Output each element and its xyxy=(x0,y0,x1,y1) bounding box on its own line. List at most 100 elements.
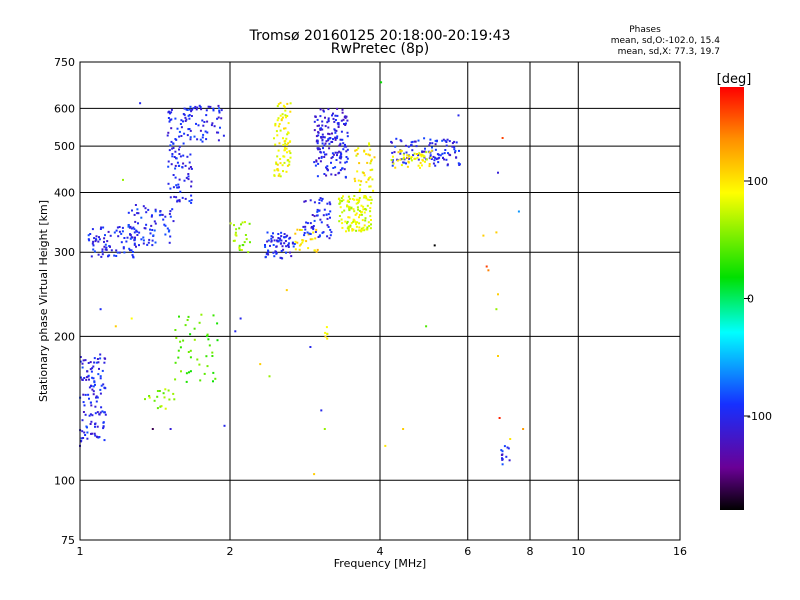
data-point xyxy=(187,114,190,117)
data-point xyxy=(318,235,321,238)
data-point xyxy=(79,360,82,363)
data-point xyxy=(315,135,318,138)
data-point xyxy=(116,251,119,254)
data-point xyxy=(334,129,337,132)
data-point xyxy=(79,356,82,358)
data-point xyxy=(355,212,358,215)
colorbar-tick-label: 100 xyxy=(747,175,768,188)
data-point xyxy=(354,221,357,224)
data-point xyxy=(339,157,342,160)
data-point xyxy=(294,248,297,251)
data-point xyxy=(370,223,372,226)
data-point xyxy=(217,104,220,107)
data-point xyxy=(354,180,357,183)
data-point xyxy=(390,141,393,144)
data-point xyxy=(416,153,418,155)
data-point xyxy=(341,167,344,170)
data-point xyxy=(391,161,394,164)
data-point xyxy=(209,105,212,108)
data-point xyxy=(346,148,349,151)
data-point xyxy=(446,138,449,141)
data-point xyxy=(424,150,427,153)
data-point xyxy=(190,110,193,113)
data-point xyxy=(264,255,267,258)
data-point xyxy=(286,159,289,162)
data-point xyxy=(342,195,344,198)
data-point xyxy=(392,155,394,158)
data-point xyxy=(133,243,136,246)
data-point xyxy=(329,216,331,219)
data-point xyxy=(347,199,350,202)
data-point xyxy=(182,154,185,157)
data-point xyxy=(317,148,320,151)
data-point xyxy=(100,226,103,229)
data-point xyxy=(340,119,343,122)
data-point xyxy=(136,234,139,236)
data-point xyxy=(115,249,118,252)
data-point xyxy=(369,207,372,210)
data-point xyxy=(270,235,273,238)
data-point xyxy=(174,167,177,170)
data-point xyxy=(339,151,342,154)
data-point xyxy=(275,245,278,248)
data-point xyxy=(167,165,170,168)
data-point xyxy=(425,158,428,161)
data-point xyxy=(202,124,205,127)
data-point xyxy=(314,115,317,118)
data-point xyxy=(96,425,99,428)
data-point xyxy=(94,405,97,408)
data-point xyxy=(317,236,320,238)
data-point xyxy=(139,102,142,105)
data-point xyxy=(88,378,90,381)
data-point xyxy=(284,127,287,130)
data-point xyxy=(369,176,372,179)
data-point xyxy=(192,107,195,110)
data-point xyxy=(345,115,348,118)
data-point xyxy=(87,238,90,241)
data-point xyxy=(136,212,139,215)
data-point xyxy=(189,129,192,132)
data-point xyxy=(188,117,191,120)
data-point xyxy=(177,183,180,186)
data-point xyxy=(102,427,105,430)
data-point xyxy=(363,174,366,177)
data-point xyxy=(299,243,302,246)
data-point xyxy=(362,172,365,175)
data-point xyxy=(220,117,223,120)
data-point xyxy=(172,392,175,395)
data-point xyxy=(134,236,136,239)
data-point xyxy=(120,241,123,244)
data-point xyxy=(289,156,292,159)
data-point xyxy=(332,138,334,141)
data-point xyxy=(346,220,349,223)
data-point xyxy=(205,138,208,141)
data-point xyxy=(309,233,312,235)
data-point xyxy=(371,178,374,181)
data-point xyxy=(345,230,347,233)
data-point xyxy=(365,153,368,156)
data-point xyxy=(294,232,297,235)
data-point xyxy=(428,151,431,154)
data-point xyxy=(313,120,316,123)
data-point xyxy=(319,128,322,131)
data-point xyxy=(339,169,342,172)
data-point xyxy=(455,156,458,159)
data-point xyxy=(448,153,451,156)
data-point xyxy=(308,232,311,235)
data-point xyxy=(99,411,102,414)
data-point xyxy=(207,105,210,108)
data-point xyxy=(501,463,504,466)
data-point xyxy=(271,236,274,239)
data-point xyxy=(347,216,350,219)
data-point xyxy=(196,106,199,109)
colorbar-label: [deg] xyxy=(717,72,752,87)
data-point xyxy=(188,108,191,111)
data-point xyxy=(313,473,316,476)
data-point xyxy=(337,126,340,128)
data-point xyxy=(284,114,287,117)
data-point xyxy=(138,244,140,247)
data-point xyxy=(195,108,198,111)
data-point xyxy=(334,131,337,134)
data-point xyxy=(179,190,182,193)
data-point xyxy=(435,158,438,161)
